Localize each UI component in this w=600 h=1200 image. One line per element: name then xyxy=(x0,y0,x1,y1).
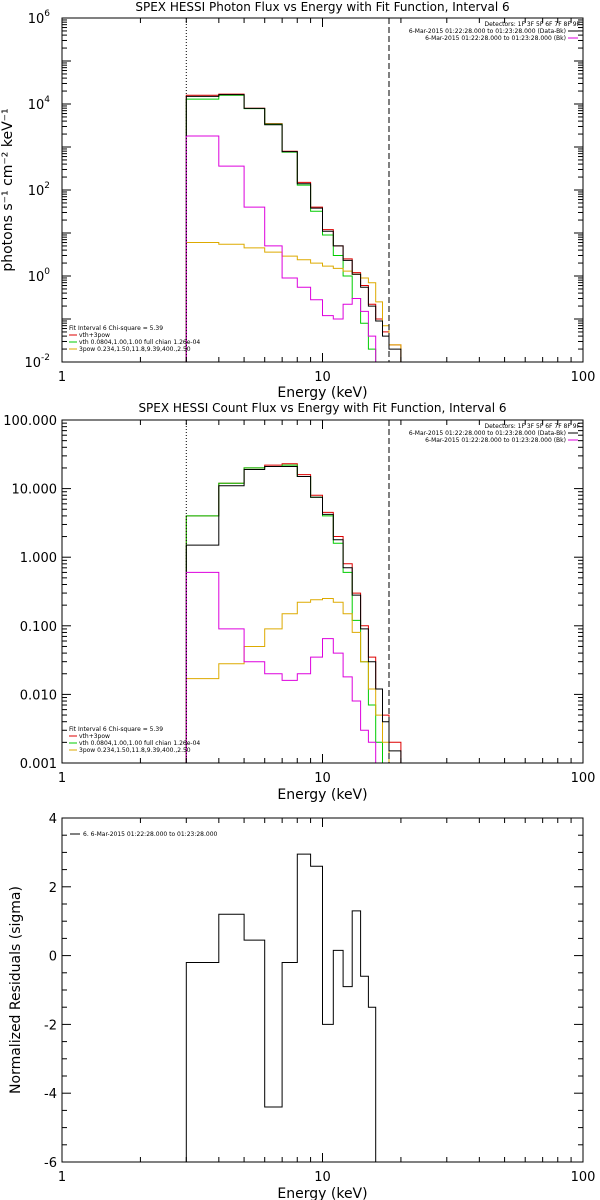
x-tick-label: 100 xyxy=(571,1170,596,1185)
y-tick-label: 4 xyxy=(49,812,57,827)
x-tick-label: 10 xyxy=(314,1170,331,1185)
legend-entry: vth 0.0804,1.00,1.00 full chian 1.26e-04 xyxy=(79,740,200,747)
chart-photon: SPEX HESSI Photon Flux vs Energy with Fi… xyxy=(0,0,595,401)
plot-area xyxy=(185,853,377,1162)
y-axis-label: photons s⁻¹ cm⁻² keV⁻¹ xyxy=(0,108,16,271)
series-line-4 xyxy=(185,571,402,763)
series-line-2 xyxy=(185,598,402,763)
x-tick-label: 100 xyxy=(571,771,596,786)
legend-entry: 6. 6-Mar-2015 01:22:28.000 to 01:23:28.0… xyxy=(83,831,218,838)
x-axis-label: Energy (keV) xyxy=(277,1186,367,1200)
y-tick-label: 2 xyxy=(49,881,57,896)
series-line-3 xyxy=(185,94,402,362)
y-tick-label: -4 xyxy=(44,1087,57,1102)
plot-area xyxy=(185,463,402,763)
legend-header: Detectors: 1F 3F 5F 6F 7F 8F 9F xyxy=(484,21,580,28)
x-axis-label: Energy (keV) xyxy=(277,787,367,803)
y-tick-label: 106 xyxy=(28,9,51,27)
legend-top-right: Detectors: 1F 3F 5F 6F 7F 8F 9F6-Mar-201… xyxy=(409,21,581,42)
y-tick-label: 10.000 xyxy=(12,483,58,498)
legend-entry: 3pow 0.234,1.50,11.8,9.39,400.,2.50 xyxy=(79,346,191,353)
y-tick-label: 0.100 xyxy=(20,620,57,635)
legend-entry: vth 0.0804,1.00,1.00 full chian 1.26e-04 xyxy=(79,339,200,346)
x-tick-label: 10 xyxy=(314,771,331,786)
legend-bottom-left: Fit Interval 6 Chi-square = 5.39vth+3pow… xyxy=(69,726,200,754)
legend-entry: vth+3pow xyxy=(79,332,110,339)
legend-entry: 6-Mar-2015 01:22:28.000 to 01:23:28.000 … xyxy=(409,430,566,437)
y-tick-label: -6 xyxy=(44,1156,57,1171)
series-line-3 xyxy=(185,466,402,763)
legend-entry: 3pow 0.234,1.50,11.8,9.39,400.,2.50 xyxy=(79,747,191,754)
y-axis-label: Normalized Residuals (sigma) xyxy=(8,886,24,1094)
legend-bottom-left: Fit Interval 6 Chi-square = 5.39vth+3pow… xyxy=(69,325,200,353)
legend-top-left: 6. 6-Mar-2015 01:22:28.000 to 01:23:28.0… xyxy=(70,831,218,838)
plot-area xyxy=(185,93,402,362)
plot-frame xyxy=(61,419,584,764)
chart-residuals: 1 10 100 -6 -4 -2 0 2 4 Energy (keV) Normalized Re… xyxy=(8,812,595,1200)
x-tick-label: 100 xyxy=(571,370,596,385)
chart-title: SPEX HESSI Photon Flux vs Energy with Fi… xyxy=(135,0,509,14)
y-tick-label: 104 xyxy=(28,95,51,113)
x-tick-label: 1 xyxy=(58,370,66,385)
y-tick-label: 100 xyxy=(28,267,51,285)
y-tick-label: 0 xyxy=(49,950,57,965)
series-line-4 xyxy=(185,135,402,362)
legend-header: Detectors: 1F 3F 5F 6F 7F 8F 9F xyxy=(484,423,580,430)
y-tick-label: -2 xyxy=(44,1018,57,1033)
legend-header: Fit Interval 6 Chi-square = 5.39 xyxy=(69,726,163,733)
legend-top-right: Detectors: 1F 3F 5F 6F 7F 8F 9F6-Mar-201… xyxy=(409,423,581,444)
y-tick-label: 100.000 xyxy=(3,414,57,429)
y-tick-label: 1.000 xyxy=(20,551,57,566)
series-line-2 xyxy=(185,242,402,362)
x-axis-label: Energy (keV) xyxy=(277,385,367,401)
series-line-0 xyxy=(185,853,377,1162)
y-tick-label: 0.001 xyxy=(20,757,57,772)
y-tick-label: 0.010 xyxy=(20,688,57,703)
y-tick-label: 10-2 xyxy=(24,353,50,371)
chart-count: SPEX HESSI Count Flux vs Energy with Fit… xyxy=(3,401,595,803)
legend-entry: 6-Mar-2015 01:22:28.000 to 01:23:28.000 … xyxy=(425,35,566,42)
legend-header: Fit Interval 6 Chi-square = 5.39 xyxy=(69,325,163,332)
y-tick-label: 102 xyxy=(28,181,50,199)
legend-entry: 6-Mar-2015 01:22:28.000 to 01:23:28.000 … xyxy=(409,28,566,35)
x-tick-label: 1 xyxy=(58,771,66,786)
legend-entry: vth+3pow xyxy=(79,733,110,740)
x-tick-label: 1 xyxy=(58,1170,66,1185)
chart-title: SPEX HESSI Count Flux vs Energy with Fit… xyxy=(138,401,506,415)
legend-entry: 6-Mar-2015 01:22:28.000 to 01:23:28.000 … xyxy=(425,437,566,444)
x-tick-label: 10 xyxy=(314,370,331,385)
